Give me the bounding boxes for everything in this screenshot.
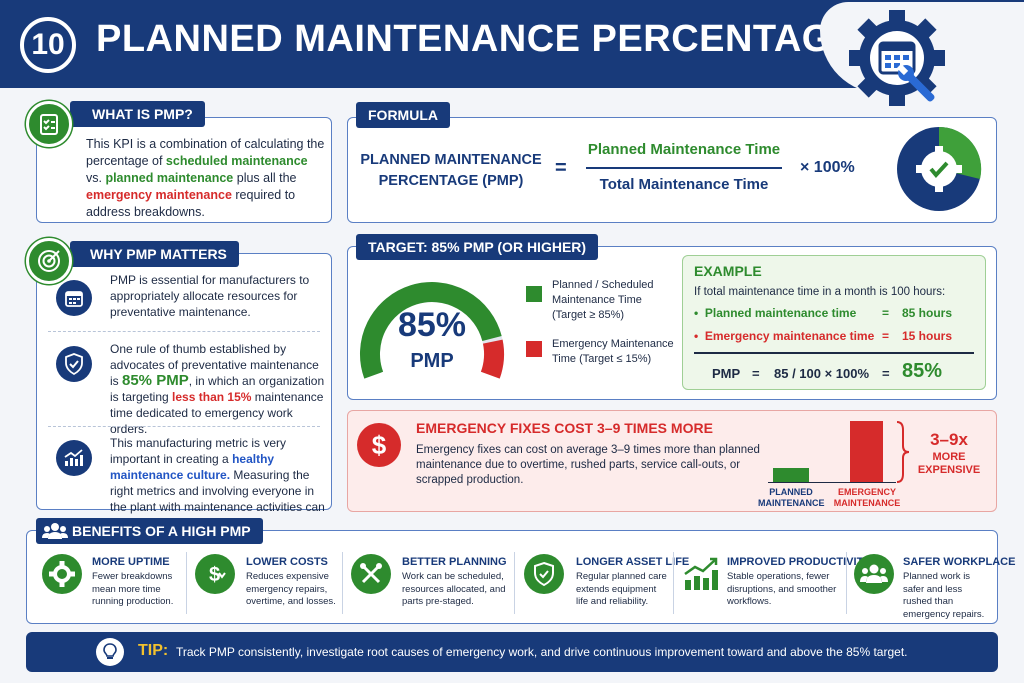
divider <box>846 552 847 614</box>
benefit-title: MORE UPTIME <box>92 556 170 568</box>
people-icon <box>854 554 894 594</box>
tip-label: TIP: <box>138 642 169 659</box>
lightbulb-icon <box>96 638 124 666</box>
tip-bar <box>26 632 998 672</box>
shield-check-icon <box>56 346 92 382</box>
benefit-desc: Work can be scheduled, resources allocat… <box>402 571 506 607</box>
divider <box>48 331 320 332</box>
what-is-pmp-panel <box>36 117 332 223</box>
gauge-value: 85% <box>397 306 467 344</box>
divider <box>673 552 674 614</box>
growth-chart-icon <box>56 440 92 476</box>
divider <box>514 552 515 614</box>
multiplier: 3–9x <box>930 430 968 449</box>
emergency-panel <box>347 410 997 512</box>
tools-icon <box>351 554 391 594</box>
bracket-icon <box>896 421 910 483</box>
calc-eq: = <box>752 366 760 381</box>
pmp-gauge <box>360 282 505 379</box>
benefit-desc: Regular planned care extends equipment l… <box>576 571 667 607</box>
calc-label: PMP <box>712 366 741 381</box>
example-row-emergency: • Emergency maintenance time <box>694 329 875 343</box>
benefit-desc: Reduces expensive emergency repairs, ove… <box>246 571 336 607</box>
svg-text:$: $ <box>209 564 220 586</box>
benefit-desc: Stable operations, fewer disruptions, an… <box>727 571 837 607</box>
example-row-planned: • Planned maintenance time <box>694 306 857 320</box>
gear-check-icon <box>42 554 82 594</box>
benefit-title: BETTER PLANNING <box>402 556 507 568</box>
example-divider <box>694 352 974 354</box>
formula-equals: = <box>555 157 567 179</box>
formula-lhs: PLANNED MAINTENANCE PERCENTAGE (PMP) <box>360 152 542 189</box>
bar-baseline <box>768 482 896 483</box>
dollar-icon: $ <box>195 554 235 594</box>
formula-multiplier: × 100% <box>800 159 855 176</box>
divider <box>342 552 343 614</box>
benefits-title: BENEFITS OF A HIGH PMP <box>36 518 263 544</box>
chart-icon <box>681 554 721 594</box>
example-box <box>682 255 986 390</box>
formula-title: FORMULA <box>356 102 450 128</box>
gear-calendar-icon <box>849 10 945 106</box>
why-pmp-title: WHY PMP MATTERS <box>70 241 239 267</box>
more-expensive: MORE EXPENSIVE <box>917 451 981 476</box>
tip-text: Track PMP consistently, investigate root… <box>176 645 908 659</box>
why-para-1: PMP is essential for manufacturers to ap… <box>110 273 310 319</box>
benefit-desc: Planned work is safer and less rushed th… <box>903 571 985 620</box>
what-is-pmp-text: This KPI is a combination of calculating… <box>86 137 325 219</box>
calc-result: 85% <box>902 360 943 382</box>
example-value-planned: 85 hours <box>902 306 953 320</box>
bar-emergency <box>850 421 883 482</box>
gauge-label: PMP <box>410 350 454 372</box>
example-title: EXAMPLE <box>694 263 762 279</box>
why-para-2: One rule of thumb established by advocat… <box>110 342 325 436</box>
legend-swatch-planned <box>526 286 542 302</box>
divider <box>186 552 187 614</box>
legend-swatch-emergency <box>526 341 542 357</box>
fraction-line <box>586 167 782 169</box>
legend-planned: Planned / Scheduled Maintenance Time (Ta… <box>552 279 654 321</box>
dollar-icon: $ <box>357 423 401 467</box>
benefit-title: SAFER WORKPLACE <box>903 556 1016 568</box>
benefit-desc: Fewer breakdowns mean more time running … <box>92 571 174 607</box>
team-icon <box>42 523 68 539</box>
checklist-icon <box>26 101 72 147</box>
formula-panel <box>347 117 997 223</box>
benefit-title: LOWER COSTS <box>246 556 328 568</box>
emergency-title: EMERGENCY FIXES COST 3–9 TIMES MORE <box>416 420 713 436</box>
target-title: TARGET: 85% PMP (OR HIGHER) <box>356 234 599 260</box>
section-number: 10 <box>20 17 76 73</box>
formula-numerator: Planned Maintenance Time <box>587 141 781 158</box>
calc-eq: = <box>882 366 890 381</box>
legend-emergency: Emergency Maintenance Time (Target ≤ 15%… <box>552 338 674 365</box>
pie-gear-icon <box>897 126 982 211</box>
calendar-icon <box>56 280 92 316</box>
example-eq: = <box>882 329 890 343</box>
example-eq: = <box>882 306 890 320</box>
bar-planned <box>773 468 809 482</box>
target-icon <box>26 238 72 284</box>
bar-label-planned: PLANNED MAINTENANCE <box>758 487 825 508</box>
shield-icon <box>524 554 564 594</box>
what-is-pmp-title: WHAT IS PMP? <box>70 101 205 127</box>
why-para-3: This manufacturing metric is very import… <box>110 436 325 530</box>
benefits-panel <box>26 530 998 624</box>
calc-expression: 85 / 100 × 100% <box>774 366 870 381</box>
example-intro: If total maintenance time in a month is … <box>694 286 946 298</box>
example-value-emergency: 15 hours <box>902 329 953 343</box>
formula-denominator: Total Maintenance Time <box>599 176 769 193</box>
bar-label-emergency: EMERGENCY MAINTENANCE <box>833 487 901 508</box>
benefit-title: IMPROVED PRODUCTIVITY <box>727 556 871 568</box>
emergency-text: Emergency fixes can cost on average 3–9 … <box>416 444 760 486</box>
benefit-title: LONGER ASSET LIFE <box>576 556 690 568</box>
divider <box>48 426 320 427</box>
